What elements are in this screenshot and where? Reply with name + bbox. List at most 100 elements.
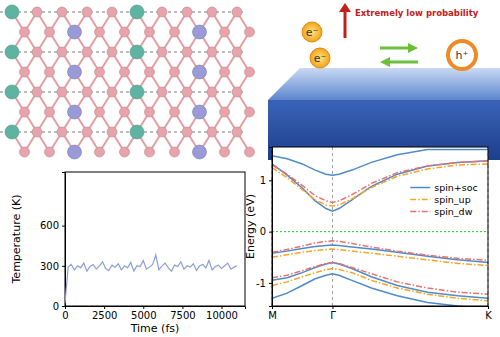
atom: [130, 85, 144, 99]
y-axis-tick: 0: [260, 226, 272, 237]
x-axis-tick-mark: [143, 306, 144, 309]
atom: [107, 87, 117, 97]
atom: [120, 67, 130, 77]
atom: [193, 105, 207, 119]
x-axis-tick-label: 2500: [92, 310, 117, 321]
atom: [120, 147, 130, 157]
x-axis-tick-mark: [222, 306, 223, 309]
atom: [32, 47, 42, 57]
y-axis-tick: 0: [53, 301, 65, 312]
y-axis-line: [62, 173, 66, 307]
atom: [5, 125, 19, 139]
atom: [157, 127, 167, 137]
x-axis-tick-label: 7500: [170, 310, 195, 321]
legend-swatch: [410, 187, 430, 189]
x-axis: 025005000750010000: [62, 306, 245, 321]
atom: [182, 127, 192, 137]
y-axis-tick: -1: [256, 278, 272, 289]
atom: [32, 7, 42, 17]
atom: [45, 147, 55, 157]
electron: [302, 22, 322, 42]
y-axis: -1 0 1: [256, 148, 272, 307]
atom: [57, 47, 67, 57]
atom: [32, 127, 42, 137]
atom: [193, 25, 207, 39]
band-line: [272, 262, 488, 298]
y-axis-tick: 300: [40, 261, 65, 272]
x-axis-line: [273, 307, 489, 310]
atom: [170, 107, 180, 117]
atom: [107, 127, 117, 137]
hole-label: h⁺: [456, 49, 469, 62]
atom: [245, 27, 255, 37]
y-axis-title: Temperature (K): [10, 195, 23, 285]
y-axis-tick-mark: [62, 266, 65, 267]
slab-top: [268, 68, 500, 100]
atom: [193, 65, 207, 79]
y-axis-tick: 1: [260, 175, 272, 186]
atom: [68, 105, 82, 119]
atom: [220, 107, 230, 117]
band-line: [272, 262, 488, 294]
grid-line: [332, 147, 333, 306]
atom: [157, 87, 167, 97]
arrow: [388, 61, 418, 64]
atom: [82, 7, 92, 17]
atom: [232, 127, 242, 137]
plot-area: [65, 255, 237, 303]
legend-label: spin+soc: [434, 182, 478, 193]
atom: [130, 125, 144, 139]
atom: [5, 45, 19, 59]
atom: [95, 27, 105, 37]
band-line: [272, 269, 488, 301]
atom: [107, 47, 117, 57]
y-axis-tick-label: 0: [260, 226, 266, 237]
atom: [220, 147, 230, 157]
fermi-level: [272, 231, 488, 232]
y-axis-line: [269, 148, 273, 307]
atom: [130, 5, 144, 19]
x-axis-tick-label: 10000: [206, 310, 238, 321]
electron-label: e⁻: [314, 52, 327, 65]
atom: [245, 147, 255, 157]
atom: [145, 107, 155, 117]
atom: [95, 67, 105, 77]
schematic: e⁻e⁻h⁺Extremely low probability: [268, 3, 500, 160]
atom: [20, 67, 30, 77]
band-line: [272, 249, 488, 265]
y-axis-tick-label: 600: [40, 220, 59, 231]
atom: [207, 87, 217, 97]
band-chart: MΓK-101Energy (eV)spin+socspin_upspin_dw: [244, 147, 492, 321]
atom: [220, 67, 230, 77]
atom: [170, 67, 180, 77]
atom: [193, 145, 207, 159]
atom: [220, 27, 230, 37]
atom: [145, 67, 155, 77]
y-axis-tick-mark: [62, 306, 65, 307]
hole: [448, 41, 476, 69]
x-axis-title: Time (fs): [130, 322, 180, 335]
atom: [82, 87, 92, 97]
legend-swatch: [410, 211, 430, 213]
y-axis-title: Energy (eV): [244, 194, 257, 259]
band-line: [272, 161, 488, 211]
atom: [82, 47, 92, 57]
x-axis-tick-mark: [182, 306, 183, 309]
x-axis-tick-label: Γ: [330, 310, 336, 321]
atom: [232, 87, 242, 97]
atom: [120, 107, 130, 117]
atom: [182, 87, 192, 97]
band-line: [272, 241, 488, 260]
arrow: [380, 47, 410, 50]
y-axis-tick-mark: [269, 232, 272, 233]
atom: [182, 7, 192, 17]
atom: [45, 27, 55, 37]
x-axis-tick-label: K: [485, 310, 492, 321]
atom: [68, 25, 82, 39]
y-axis-tick-label: 0: [53, 301, 59, 312]
atom: [45, 107, 55, 117]
atom: [130, 45, 144, 59]
atom: [207, 7, 217, 17]
atom: [20, 27, 30, 37]
x-axis-tick: 10000: [206, 306, 238, 321]
